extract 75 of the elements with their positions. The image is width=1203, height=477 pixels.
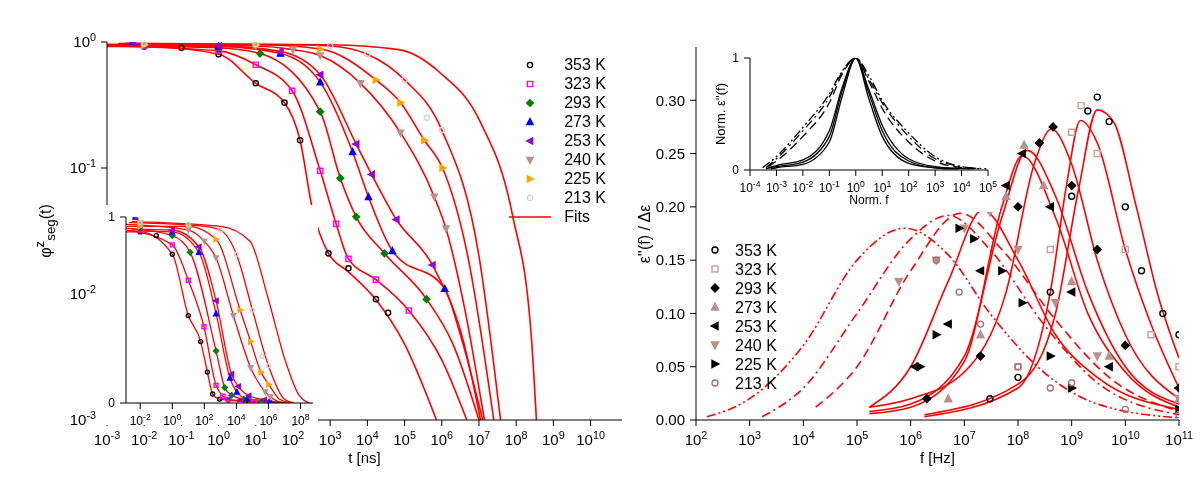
y-tick-label: 1 bbox=[108, 210, 116, 225]
x-tick-label: 10$^{10}$ bbox=[1110, 429, 1140, 448]
legend-label: 253 K bbox=[564, 131, 606, 150]
legend-label: 225 K bbox=[564, 169, 606, 188]
x-tick-label: 10$^{6}$ bbox=[259, 412, 278, 428]
legend-label: 273 K bbox=[735, 297, 777, 317]
y-axis-title: ε''(f) / Δε bbox=[636, 204, 654, 263]
x-tick-label: 10$^{-1}$ bbox=[818, 179, 841, 195]
x-tick-label: 10$^{2}$ bbox=[684, 429, 708, 448]
legend-label: 225 K bbox=[735, 354, 777, 374]
x-tick-label: 10$^{-2}$ bbox=[129, 412, 151, 428]
x-tick-label: 10$^{6}$ bbox=[430, 429, 454, 448]
x-tick-label: 10$^{-3}$ bbox=[765, 179, 788, 195]
x-tick-label: 10$^{0}$ bbox=[207, 429, 230, 448]
y-tick-label: 1 bbox=[732, 51, 740, 66]
legend-label: 323 K bbox=[735, 259, 777, 279]
legend-label: 213 K bbox=[564, 188, 606, 207]
y-tick-label: 10$^{0}$ bbox=[73, 31, 96, 51]
y-tick-label: 0 bbox=[732, 163, 740, 178]
x-tick-label: 10$^{4}$ bbox=[356, 429, 379, 448]
x-tick-label: 10$^{11}$ bbox=[1165, 429, 1193, 448]
x-tick-label: 10$^{3}$ bbox=[926, 179, 945, 195]
y-tick-label: 0.20 bbox=[655, 198, 685, 216]
x-tick-label: 10$^{4}$ bbox=[227, 412, 246, 428]
legend-label: 353 K bbox=[735, 240, 777, 260]
x-tick-label: 10$^{5}$ bbox=[978, 179, 998, 195]
x-tick-label: 10$^{6}$ bbox=[899, 429, 923, 448]
legend-label: 240 K bbox=[735, 335, 777, 355]
legend-label: 293 K bbox=[564, 93, 606, 112]
y-tick-label: 10$^{-1}$ bbox=[69, 157, 96, 177]
x-axis-title: f [Hz] bbox=[919, 449, 956, 466]
y-tick-label: 0.25 bbox=[655, 144, 685, 162]
x-tick-label: 10$^{-1}$ bbox=[168, 429, 195, 448]
x-tick-label: 10$^{8}$ bbox=[504, 429, 528, 448]
y-tick-label: 0 bbox=[108, 396, 116, 411]
y-tick-label: 0.15 bbox=[655, 251, 685, 269]
x-tick-label: 10$^{-4}$ bbox=[739, 179, 761, 195]
x-tick-label: 10$^{0}$ bbox=[846, 179, 866, 195]
x-tick-label: 10$^{4}$ bbox=[791, 429, 815, 448]
x-tick-label: 10$^{7}$ bbox=[467, 429, 491, 448]
x-tick-label: 10$^{7}$ bbox=[952, 429, 976, 448]
y-tick-label: 0.00 bbox=[655, 411, 685, 429]
y-tick-label: 0.05 bbox=[655, 357, 685, 375]
x-tick-label: 10$^{3}$ bbox=[738, 429, 762, 448]
x-tick-label: 10$^{0}$ bbox=[163, 412, 182, 428]
x-tick-label: 10$^{5}$ bbox=[393, 429, 416, 448]
y-axis-title: Norm. ε''(f) bbox=[712, 82, 728, 146]
x-tick-label: 10$^{10}$ bbox=[576, 429, 605, 448]
x-tick-label: 10$^{8}$ bbox=[1006, 429, 1030, 448]
x-tick-label: 10$^{9}$ bbox=[1060, 429, 1084, 448]
legend-label: 253 K bbox=[735, 316, 777, 336]
x-tick-label: 10$^{5}$ bbox=[845, 429, 869, 448]
x-axis-title: Norm. f bbox=[849, 193, 889, 207]
legend-label: 293 K bbox=[735, 278, 777, 298]
legend-label: 213 K bbox=[735, 373, 777, 393]
y-tick-label: 0.10 bbox=[655, 304, 685, 322]
x-tick-label: 10$^{9}$ bbox=[542, 429, 565, 448]
y-tick-label: 0.30 bbox=[655, 91, 685, 109]
y-tick-label: 10$^{-2}$ bbox=[69, 283, 96, 303]
x-tick-label: 10$^{3}$ bbox=[318, 429, 342, 448]
x-tick-label: 10$^{4}$ bbox=[952, 179, 971, 195]
legend-label: 273 K bbox=[564, 112, 606, 131]
x-tick-label: 10$^{8}$ bbox=[291, 412, 310, 428]
legend-label: 323 K bbox=[564, 74, 606, 93]
x-tick-label: 10$^{2}$ bbox=[195, 412, 214, 428]
legend-label: 240 K bbox=[564, 150, 606, 169]
x-axis-title: t [ns] bbox=[347, 449, 382, 466]
x-tick-label: 10$^{-2}$ bbox=[792, 179, 814, 195]
x-tick-label: 10$^{1}$ bbox=[244, 429, 268, 448]
legend-label: 353 K bbox=[564, 55, 606, 74]
x-tick-label: 10$^{1}$ bbox=[873, 179, 892, 195]
legend-label: Fits bbox=[564, 207, 590, 226]
x-tick-label: 10$^{-2}$ bbox=[131, 429, 158, 448]
x-tick-label: 10$^{2}$ bbox=[281, 429, 305, 448]
x-tick-label: 10$^{2}$ bbox=[899, 179, 918, 195]
